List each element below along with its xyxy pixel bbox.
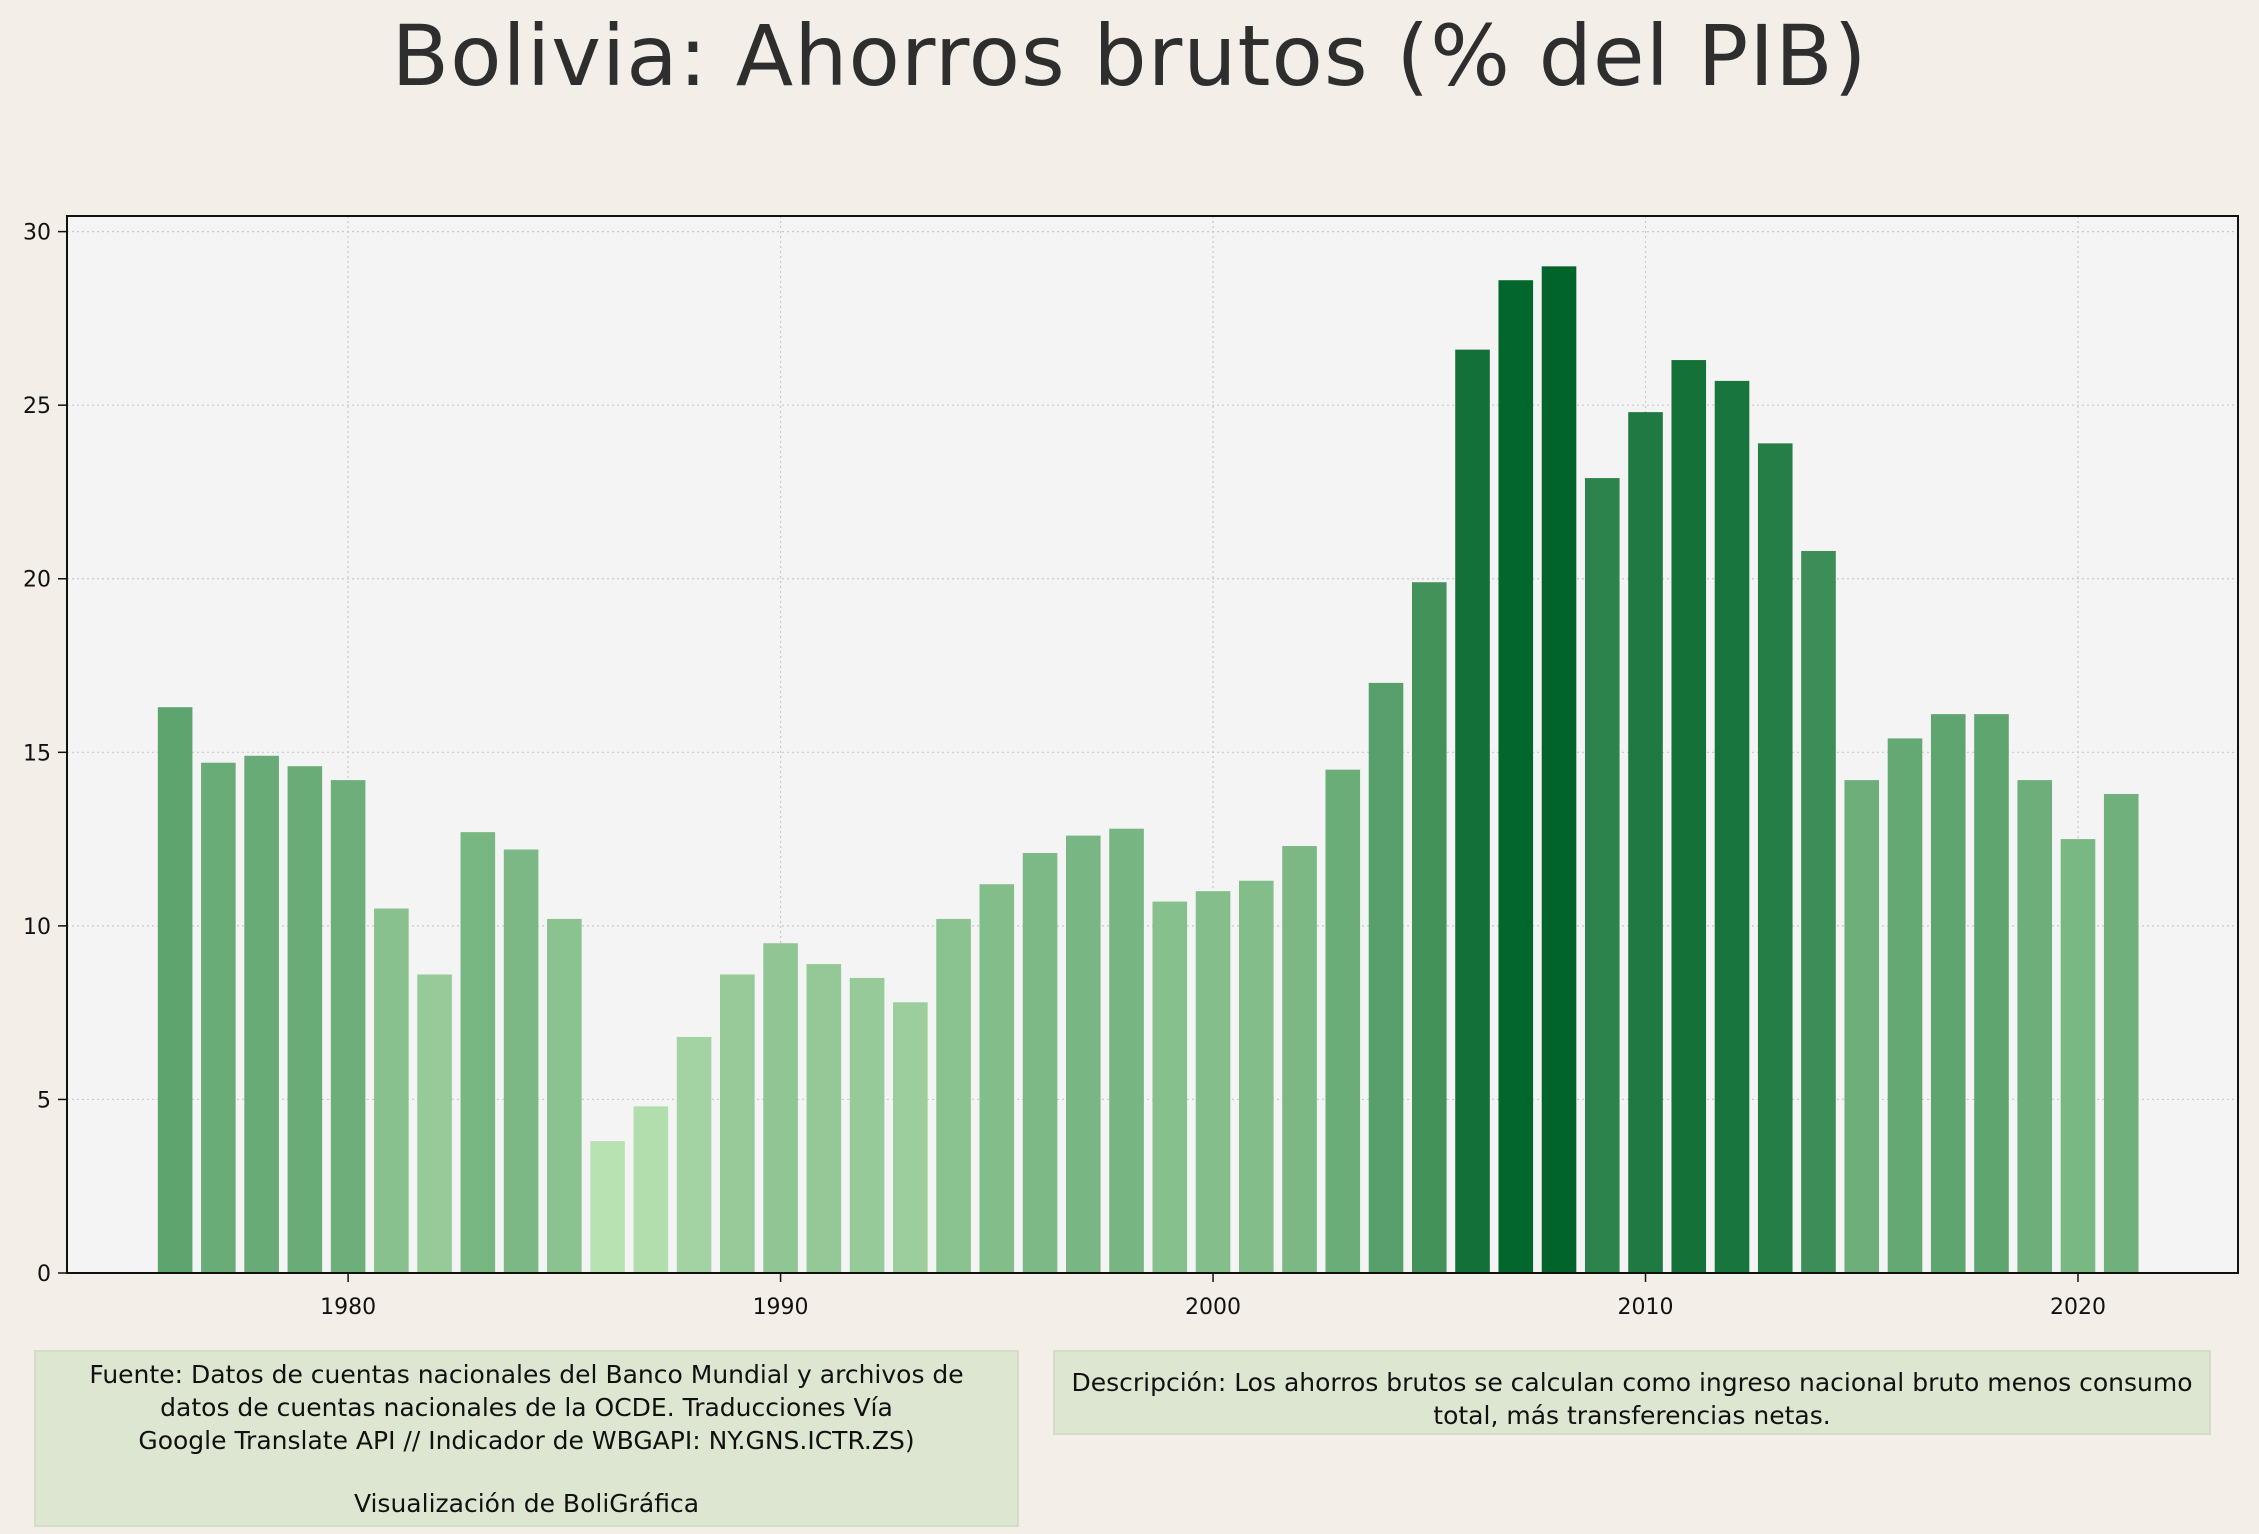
bar-1995 [979,884,1015,1273]
source-line-2: datos de cuentas nacionales de la OCDE. … [160,1393,893,1422]
bar-1988 [676,1036,712,1273]
description-note-box: Descripción: Los ahorros brutos se calcu… [1053,1350,2211,1435]
bar-2008 [1541,266,1577,1273]
bar-1980 [330,780,366,1273]
x-tick-label: 1980 [320,1295,376,1320]
bar-1994 [936,918,971,1273]
bar-1979 [287,766,323,1273]
bar-1999 [1152,901,1188,1273]
plot-frame [66,215,2239,1274]
x-tick-label: 2020 [2050,1295,2106,1320]
page-title: Bolivia: Ahorros brutos (% del PIB) [391,7,1868,105]
bar-1989 [720,974,755,1273]
y-tick-label: 30 [23,221,51,246]
bar-2001 [1238,880,1274,1273]
bar-2019 [2017,780,2053,1273]
bar-2005 [1411,582,1447,1273]
bar-2011 [1671,360,1707,1273]
y-tick-label: 15 [23,741,51,766]
bar-1983 [460,832,496,1273]
bar-1996 [1022,852,1058,1273]
credit-text: Visualización de BoliGráfica [353,1489,700,1518]
x-tick-label: 1990 [753,1295,809,1320]
bars [157,266,2139,1274]
bar-2004 [1368,682,1404,1273]
bar-2009 [1584,478,1620,1274]
y-tick-label: 5 [37,1088,51,1113]
bar-1997 [1066,835,1101,1273]
bar-1977 [201,762,236,1273]
bar-1993 [893,1002,928,1273]
source-note-box: Fuente: Datos de cuentas nacionales del … [34,1350,1019,1527]
x-tick-label: 2000 [1185,1295,1241,1320]
bar-1978 [244,755,279,1273]
bar-2015 [1844,780,1880,1273]
bar-2016 [1887,738,1923,1273]
bar-1976 [157,707,193,1273]
axis-ticks: 1980 1990 2000 2010 2020 0 5 10 15 20 25 30 [23,221,2106,1320]
y-tick-label: 20 [23,568,51,593]
bar-1985 [547,918,582,1273]
bar-2020 [2060,839,2096,1273]
bar-1998 [1109,828,1144,1273]
bar-1981 [374,908,409,1273]
bar-2012 [1714,380,1750,1273]
description-line-2: total, más transferencias netas. [1433,1401,1831,1430]
bar-2007 [1498,280,1534,1273]
bar-1987 [633,1106,669,1273]
y-tick-label: 10 [23,915,51,940]
source-line-3: Google Translate API // Indicador de WBG… [138,1426,915,1455]
x-tick-label: 2010 [1618,1295,1674,1320]
bar-1986 [590,1141,625,1273]
bar-1992 [849,977,885,1273]
bar-2014 [1801,550,1836,1273]
bar-2017 [1930,714,1966,1273]
bar-1982 [417,974,452,1273]
bar-2021 [2103,793,2139,1273]
bar-2018 [1974,714,2009,1273]
description-line-1: Descripción: Los ahorros brutos se calcu… [1071,1368,2193,1397]
y-tick-label: 0 [37,1262,51,1287]
bar-1984 [503,849,539,1273]
bar-1990 [763,943,798,1273]
bar-2010 [1628,412,1663,1273]
y-tick-label: 25 [23,394,51,419]
bar-chart: 1980 1990 2000 2010 2020 0 5 10 15 20 25 30 [23,215,2239,1320]
bar-2003 [1325,769,1361,1273]
bar-2000 [1195,891,1231,1273]
bar-1991 [806,964,842,1273]
bar-2013 [1757,443,1793,1274]
bar-2002 [1282,846,1317,1273]
bar-2006 [1455,349,1490,1273]
source-line-1: Fuente: Datos de cuentas nacionales del … [89,1360,964,1389]
